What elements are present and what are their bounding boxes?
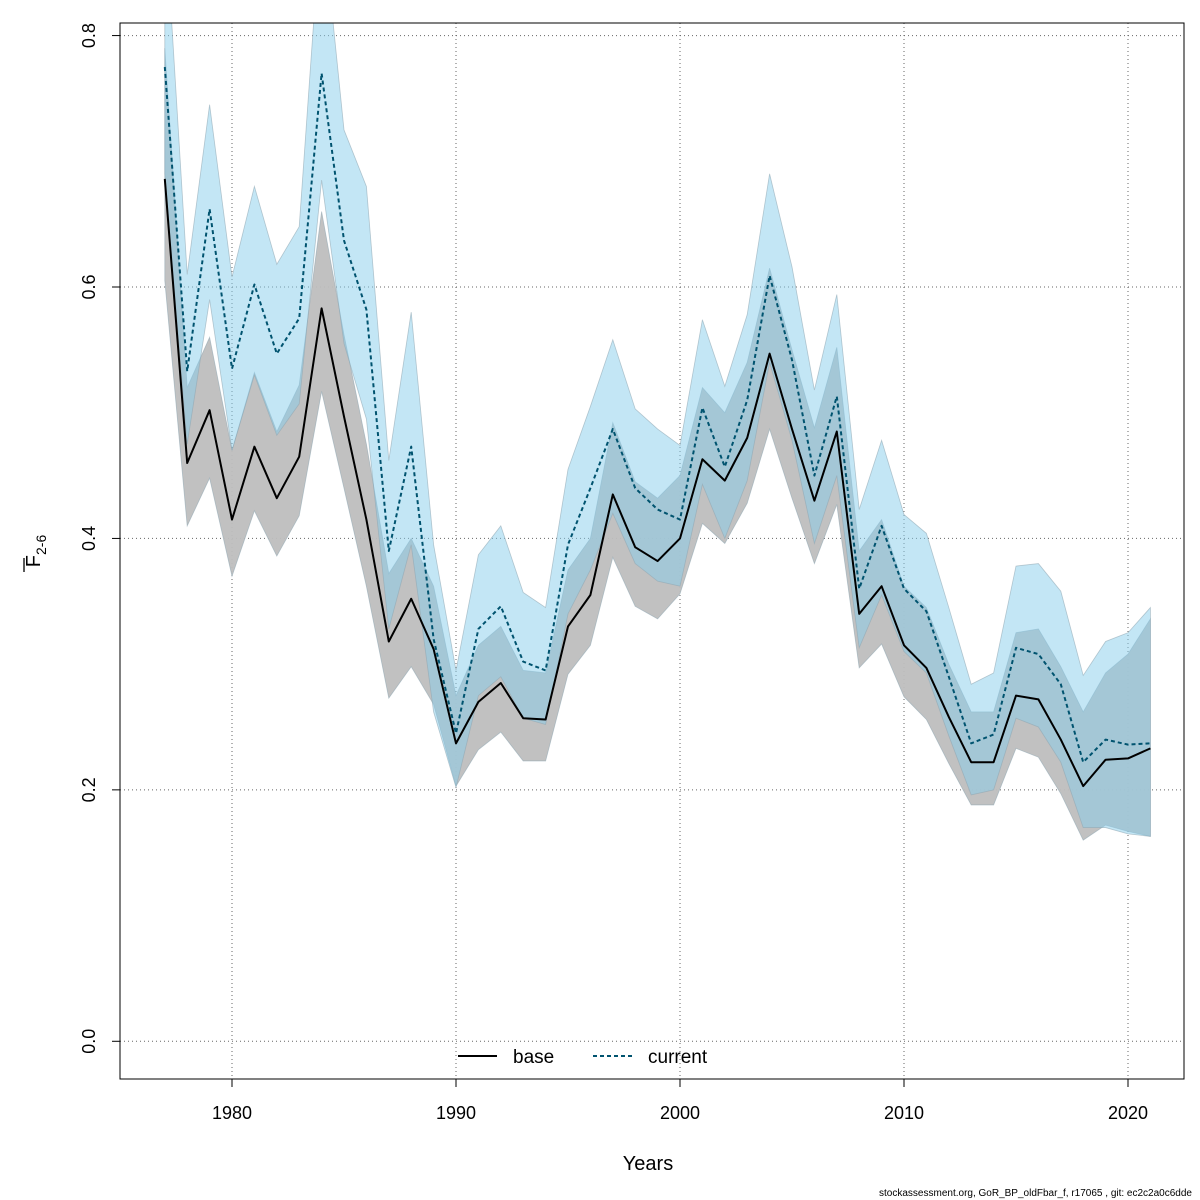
y-axis-label: F2-6 bbox=[23, 535, 49, 572]
x-axis: 1980 1990 2000 2010 2020 bbox=[212, 1079, 1148, 1123]
y-tick-label: 0.8 bbox=[79, 23, 99, 48]
y-axis-label-main: F bbox=[23, 555, 45, 567]
y-tick-label: 0.2 bbox=[79, 777, 99, 802]
x-tick-label: 2010 bbox=[884, 1103, 924, 1123]
band-current bbox=[164, 23, 1151, 837]
line-current bbox=[163, 66, 1151, 764]
line-base bbox=[163, 178, 1151, 788]
legend-label-current: current bbox=[648, 1047, 708, 1068]
footer-text: stockassessment.org, GoR_BP_oldFbar_f, r… bbox=[879, 1188, 1192, 1199]
y-tick-label: 0.6 bbox=[79, 274, 99, 299]
legend-label-base: base bbox=[513, 1047, 554, 1068]
x-tick-label: 2000 bbox=[660, 1103, 700, 1123]
x-tick-label: 1980 bbox=[212, 1103, 252, 1123]
x-axis-label: Years bbox=[623, 1153, 673, 1175]
y-tick-label: 0.0 bbox=[79, 1029, 99, 1054]
x-tick-label: 2020 bbox=[1108, 1103, 1148, 1123]
plot-frame bbox=[119, 22, 1185, 1080]
y-axis: 0.0 0.2 0.4 0.6 0.8 bbox=[79, 23, 120, 1054]
legend: base current bbox=[458, 1047, 708, 1068]
x-tick-label: 1990 bbox=[436, 1103, 476, 1123]
y-tick-label: 0.4 bbox=[79, 526, 99, 551]
series-lines bbox=[163, 66, 1151, 788]
confidence-bands bbox=[164, 23, 1151, 841]
y-axis-label-subscript: 2-6 bbox=[33, 535, 49, 555]
svg-text:F2-6: F2-6 bbox=[23, 535, 49, 568]
